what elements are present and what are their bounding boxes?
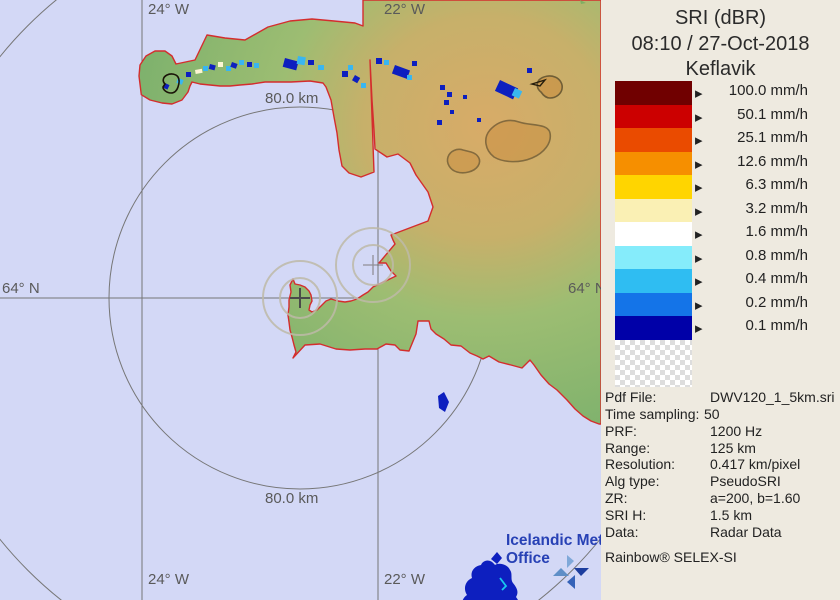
svg-text:64° N: 64° N	[568, 280, 601, 297]
svg-text:Office: Office	[506, 550, 550, 567]
svg-text:80.0 km: 80.0 km	[265, 490, 318, 507]
svg-text:24° W: 24° W	[148, 1, 190, 18]
svg-text:24° W: 24° W	[148, 571, 190, 588]
svg-text:22° W: 22° W	[384, 571, 426, 588]
svg-text:64° N: 64° N	[2, 280, 40, 297]
svg-text:Icelandic Met: Icelandic Met	[506, 532, 601, 549]
svg-text:22° W: 22° W	[384, 1, 426, 18]
svg-text:80.0 km: 80.0 km	[265, 90, 318, 107]
